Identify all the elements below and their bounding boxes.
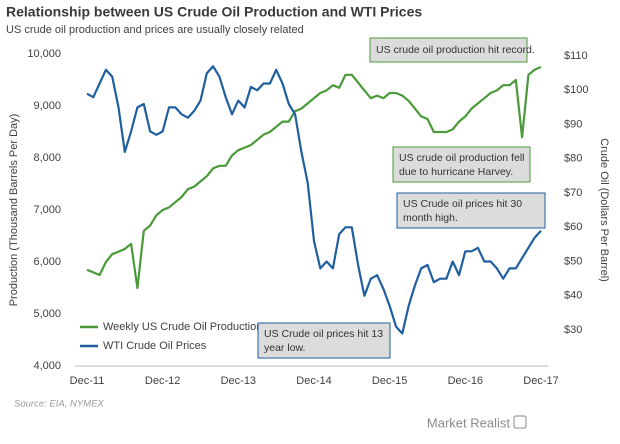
series-line [86,65,542,335]
y2-tick-label: $110 [564,50,588,62]
annotation: due to hurricane Harvey. [399,166,513,178]
brand: Market Realist [427,415,510,430]
y2-tick-label: $50 [564,255,582,267]
y-tick-label: 10,000 [27,48,61,60]
y2-tick-label: $30 [564,324,582,336]
legend-label: WTI Crude Oil Prices [103,340,207,352]
brand-icon [513,415,527,429]
y2-tick-label: $80 [564,153,582,165]
y2-axis-title: Crude Oil (Dollars Per Barrel) [598,138,610,282]
y-tick-label: 8,000 [33,152,61,164]
x-tick-label: Dec-15 [372,375,407,387]
annotations: US crude oil production hit record. US c… [257,37,546,359]
annotation: year low. [264,342,305,354]
y2-tick-label: $60 [564,221,582,233]
y2-tick-label: $40 [564,290,582,302]
annotation-box [369,37,528,63]
y2-tick-label: $70 [564,187,582,199]
legend-label: Weekly US Crude Oil Production [103,321,262,333]
y-tick-label: 5,000 [33,308,61,320]
y-tick-label: 9,000 [33,100,61,112]
annotation-box [392,146,531,183]
annotation-box [257,322,391,359]
annotation: US Crude oil prices hit 30 [403,198,522,210]
series-line [86,65,542,290]
y-tick-label: 7,000 [33,204,61,216]
y-axis-title: Production (Thousand Barrels Per Day) [8,114,20,307]
x-tick-label: Dec-16 [448,375,483,387]
x-tick-label: Dec-14 [296,375,331,387]
x-tick-label: Dec-12 [145,375,180,387]
y2-tick-label: $100 [564,84,588,96]
source: Source: EIA, NYMEX [14,399,104,410]
y-tick-label: 6,000 [33,256,61,268]
annotation: month high. [403,212,458,224]
y-tick-label: 4,000 [33,360,61,372]
annotation: US crude oil production fell [399,152,524,164]
annotation: US Crude oil prices hit 13 [264,328,383,340]
annotation: US crude oil production hit record. [376,44,535,56]
x-tick-label: Dec-11 [70,375,105,387]
chart-title: Relationship between US Crude Oil Produc… [6,4,422,20]
chart-subtitle: US crude oil production and prices are u… [6,24,304,36]
x-tick-label: Dec-13 [221,375,256,387]
x-tick-label: Dec-17 [523,375,558,387]
y2-tick-label: $90 [564,118,582,130]
annotation-box [396,192,546,229]
